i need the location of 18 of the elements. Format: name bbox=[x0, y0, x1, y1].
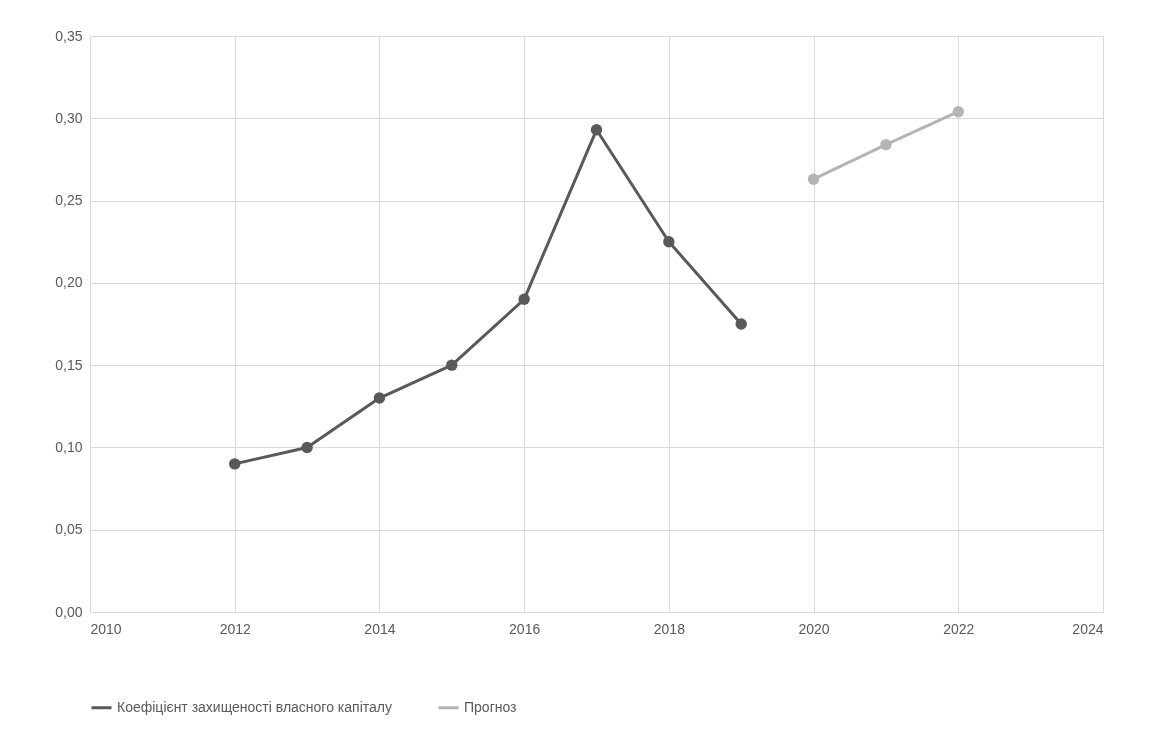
x-tick-label: 2012 bbox=[219, 620, 251, 637]
x-tick-label: 2010 bbox=[90, 620, 122, 637]
x-tick-label: 2020 bbox=[798, 620, 830, 637]
y-tick-label: 0,05 bbox=[55, 521, 83, 538]
x-tick-label: 2018 bbox=[653, 620, 686, 637]
y-tick-label: 0,20 bbox=[55, 274, 83, 291]
y-tick-label: 0,30 bbox=[55, 109, 83, 126]
x-tick-label: 2016 bbox=[509, 620, 541, 637]
y-tick-label: 0,15 bbox=[55, 356, 83, 373]
x-tick-label: 2024 bbox=[1072, 620, 1104, 637]
y-tick-label: 0,10 bbox=[55, 438, 83, 455]
y-tick-label: 0,25 bbox=[55, 192, 83, 209]
x-tick-label: 2014 bbox=[364, 620, 396, 637]
y-tick-label: 0,35 bbox=[55, 27, 83, 44]
x-tick-label: 2022 bbox=[943, 620, 975, 637]
legend-label: Прогноз bbox=[464, 698, 517, 715]
y-tick-label: 0,00 bbox=[55, 603, 83, 620]
legend-label: Коефіцієнт захищеності власного капіталу bbox=[117, 698, 392, 715]
